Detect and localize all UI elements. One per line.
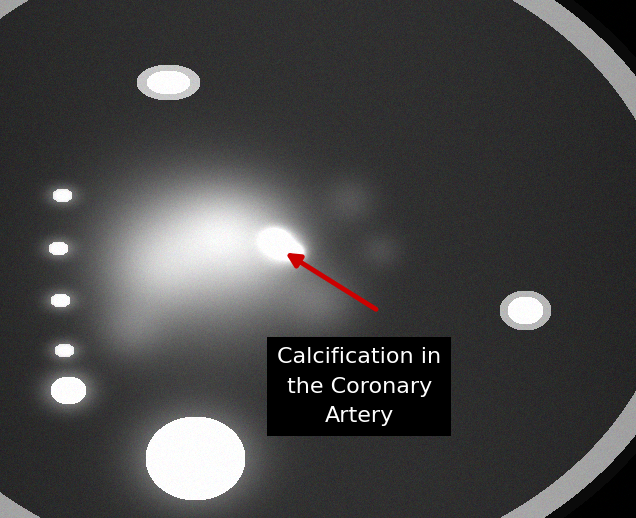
Text: Calcification in
the Coronary
Artery: Calcification in the Coronary Artery bbox=[277, 347, 441, 426]
